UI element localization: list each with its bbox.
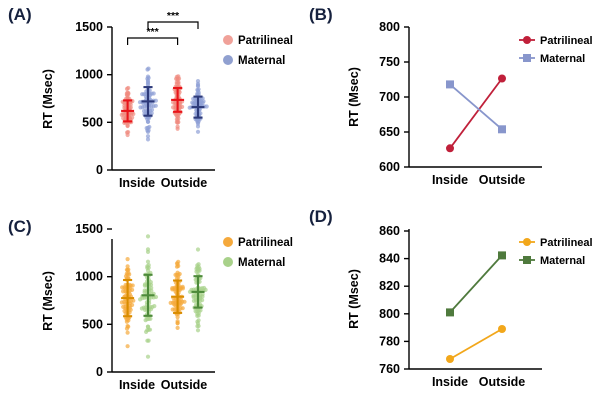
svg-text:Maternal: Maternal <box>238 257 285 269</box>
svg-text:750: 750 <box>379 55 400 69</box>
svg-text:1000: 1000 <box>75 68 103 82</box>
svg-text:500: 500 <box>82 115 103 129</box>
svg-text:Outside: Outside <box>479 173 526 187</box>
svg-text:650: 650 <box>379 125 400 139</box>
svg-text:1000: 1000 <box>75 270 103 284</box>
svg-text:Patrilineal: Patrilineal <box>540 237 593 249</box>
svg-text:0: 0 <box>96 365 103 379</box>
svg-text:Outside: Outside <box>161 378 208 392</box>
svg-text:600: 600 <box>379 160 400 174</box>
svg-text:Maternal: Maternal <box>238 55 285 67</box>
svg-text:Inside: Inside <box>432 173 468 187</box>
svg-text:Outside: Outside <box>479 375 526 389</box>
svg-text:780: 780 <box>379 334 400 348</box>
svg-text:800: 800 <box>379 307 400 321</box>
svg-text:760: 760 <box>379 362 400 376</box>
svg-text:Inside: Inside <box>432 375 468 389</box>
svg-text:Patrilineal: Patrilineal <box>540 35 593 47</box>
svg-text:500: 500 <box>82 317 103 331</box>
svg-text:RT (Msec): RT (Msec) <box>347 67 361 127</box>
svg-text:840: 840 <box>379 252 400 266</box>
svg-text:Patrilineal: Patrilineal <box>238 35 293 47</box>
svg-text:800: 800 <box>379 20 400 34</box>
svg-text:(D): (D) <box>309 207 333 226</box>
svg-text:RT (Msec): RT (Msec) <box>41 69 55 129</box>
svg-text:Patrilineal: Patrilineal <box>238 237 293 249</box>
svg-text:RT (Msec): RT (Msec) <box>41 271 55 331</box>
svg-text:Inside: Inside <box>119 176 155 190</box>
svg-text:700: 700 <box>379 90 400 104</box>
svg-text:(C): (C) <box>8 217 32 236</box>
svg-text:Maternal: Maternal <box>540 53 585 65</box>
svg-text:1500: 1500 <box>75 222 103 236</box>
svg-text:(A): (A) <box>8 5 32 24</box>
svg-text:Maternal: Maternal <box>540 255 585 267</box>
svg-text:Outside: Outside <box>161 176 208 190</box>
svg-text:(B): (B) <box>309 5 333 24</box>
svg-text:860: 860 <box>379 224 400 238</box>
svg-text:1500: 1500 <box>75 20 103 34</box>
svg-text:***: *** <box>167 10 180 22</box>
svg-text:0: 0 <box>96 163 103 177</box>
svg-text:820: 820 <box>379 279 400 293</box>
svg-text:RT (Msec): RT (Msec) <box>347 269 361 329</box>
svg-text:Inside: Inside <box>119 378 155 392</box>
